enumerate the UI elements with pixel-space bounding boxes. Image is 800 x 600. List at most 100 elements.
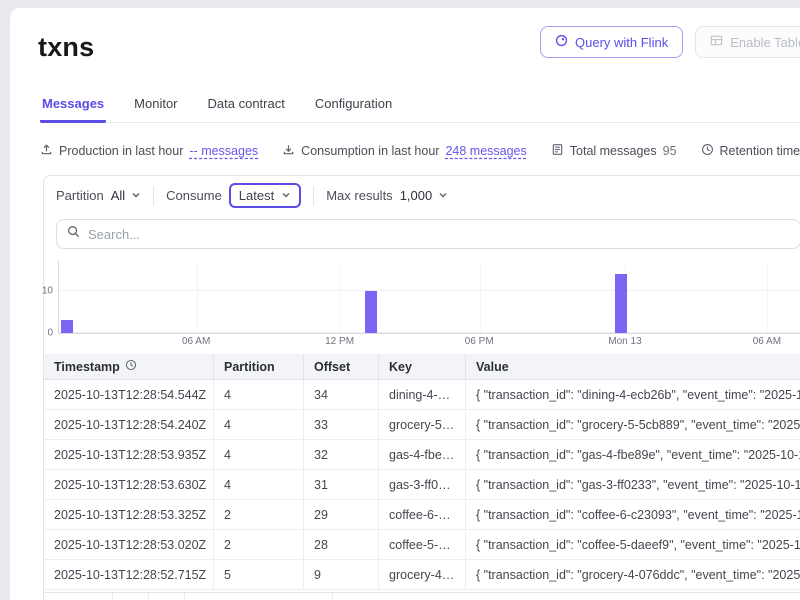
messages-histogram: 0 10 (42, 261, 800, 339)
consume-value: Latest (238, 188, 275, 203)
x-axis-tick-label: 06 PM (464, 336, 494, 347)
x-axis-tick-label: 06 AM (752, 336, 782, 347)
tab-messages[interactable]: Messages (40, 90, 107, 123)
cell-timestamp: 2025-10-13T12:28:52.715Z (44, 560, 214, 589)
table-header-row: Timestamp Partition Offset Key Value (44, 354, 800, 380)
tab-configuration[interactable]: Configuration (314, 96, 393, 111)
consume-arrow-down-icon (282, 143, 295, 159)
page-title: txns (38, 32, 95, 62)
tab-data-contract[interactable]: Data contract (207, 96, 285, 111)
column-header-partition: Partition (214, 354, 304, 379)
cell-value: { "transaction_id": "grocery-5-5cb889", … (476, 417, 800, 432)
partition-dropdown[interactable]: Partition All (56, 188, 141, 203)
stat-total-messages: Total messages 95 (551, 143, 677, 159)
histogram-bar (615, 273, 628, 333)
max-results-dropdown[interactable]: Max results 1,000 (326, 188, 448, 203)
x-axis-tick-label: 12 PM (325, 336, 355, 347)
x-axis-tick-label: 06 AM (181, 336, 211, 347)
cell-partition: 2 (214, 530, 304, 559)
stat-production: Production in last hour -- messages (40, 143, 258, 159)
cell-key: coffee-6-… (379, 500, 466, 529)
x-gridline (196, 261, 198, 333)
stat-retention: Retention time 1 week (701, 143, 800, 159)
next-page-button[interactable] (149, 593, 185, 600)
cell-partition: 4 (214, 410, 304, 439)
cell-offset: 34 (304, 380, 379, 409)
clock-icon (125, 359, 137, 374)
message-row[interactable]: 2025-10-13T12:28:53.020Z 2 28 coffee-5-… { "… (44, 530, 800, 560)
production-messages-link[interactable]: -- messages (189, 144, 259, 158)
column-header-key: Key (379, 354, 466, 379)
max-results-label: Max results (326, 188, 393, 203)
cell-key: coffee-5-… (379, 530, 466, 559)
cell-partition: 4 (214, 470, 304, 499)
consume-dropdown[interactable]: Consume Latest (166, 183, 302, 208)
stat-total-value: 95 (662, 144, 677, 158)
filter-divider (153, 185, 155, 206)
tab-monitor[interactable]: Monitor (134, 96, 178, 111)
histogram-bar (365, 290, 378, 333)
cell-key: grocery-4… (379, 560, 466, 589)
search-icon (67, 225, 80, 243)
message-row[interactable]: 2025-10-13T12:28:54.544Z 4 34 dining-4-… { "… (44, 380, 800, 410)
column-header-timestamp: Timestamp (44, 354, 214, 379)
cell-key: gas-4-fbe… (379, 440, 466, 469)
x-gridline (340, 261, 342, 333)
cell-offset: 29 (304, 500, 379, 529)
cell-timestamp: 2025-10-13T12:28:53.630Z (44, 470, 214, 499)
tab-bar: Messages Monitor Data contract Configura… (40, 90, 800, 123)
message-row[interactable]: 2025-10-13T12:28:53.935Z 4 32 gas-4-fbe… { "… (44, 440, 800, 470)
consumption-messages-link[interactable]: 248 messages (445, 144, 527, 158)
cell-timestamp: 2025-10-13T12:28:53.020Z (44, 530, 214, 559)
consume-select[interactable]: Latest (228, 183, 302, 208)
cell-key: grocery-5… (379, 410, 466, 439)
topic-page-card: txns Query with Flink Enable Tableflow M… (10, 8, 800, 600)
message-row[interactable]: 2025-10-13T12:28:53.630Z 4 31 gas-3-ff0… { "… (44, 470, 800, 500)
y-gridline (59, 289, 800, 291)
stats-row: Production in last hour -- messages Cons… (40, 143, 800, 159)
y-gridline (59, 332, 800, 333)
consume-label: Consume (166, 188, 222, 203)
cell-value: { "transaction_id": "coffee-6-c23093", "… (476, 507, 800, 522)
x-axis-tick-label: Mon 13 (608, 336, 642, 347)
partition-label: Partition (56, 188, 104, 203)
cell-value: { "transaction_id": "grocery-4-076ddc", … (476, 567, 800, 582)
y-axis-tick-label: 10 (41, 285, 53, 297)
partition-value: All (110, 188, 126, 203)
search-box (56, 219, 800, 249)
top-actions: Query with Flink Enable Tableflow (540, 26, 800, 58)
cell-timestamp: 2025-10-13T12:28:54.544Z (44, 380, 214, 409)
enable-tableflow-button[interactable]: Enable Tableflow (695, 26, 800, 58)
cell-value: { "transaction_id": "coffee-5-daeef9", "… (476, 537, 800, 552)
flink-icon (555, 34, 568, 50)
search-input[interactable] (88, 226, 790, 242)
cell-value: { "transaction_id": "gas-4-fbe89e", "eve… (476, 447, 800, 462)
cell-key: gas-3-ff0… (379, 470, 466, 499)
cell-offset: 9 (304, 560, 379, 589)
stat-production-label: Production in last hour (59, 144, 184, 158)
x-gridline (766, 261, 768, 333)
tableflow-icon (710, 34, 723, 50)
message-row[interactable]: 2025-10-13T12:28:54.240Z 4 33 grocery-5… { "… (44, 410, 800, 440)
query-with-flink-button[interactable]: Query with Flink (540, 26, 684, 58)
filter-divider (313, 185, 315, 206)
document-icon (551, 143, 564, 159)
items-per-page-dropdown[interactable]: Items per page 50 (185, 593, 333, 600)
column-header-offset: Offset (304, 354, 379, 379)
cell-key: dining-4-… (379, 380, 466, 409)
cell-partition: 5 (214, 560, 304, 589)
pagination-bar: Page 1 Items per page 50 45 messages sho… (44, 592, 800, 600)
message-row[interactable]: 2025-10-13T12:28:53.325Z 2 29 coffee-6-… { "… (44, 500, 800, 530)
chevron-down-icon (438, 188, 448, 203)
filter-bar: Partition All Consume Latest (56, 183, 448, 208)
x-gridline (479, 261, 481, 333)
cell-partition: 4 (214, 440, 304, 469)
messages-table: Timestamp Partition Offset Key Value 202… (44, 354, 800, 590)
stat-consumption-label: Consumption in last hour (301, 144, 440, 158)
previous-page-button[interactable] (113, 593, 149, 600)
max-results-value: 1,000 (399, 188, 433, 203)
message-row[interactable]: 2025-10-13T12:28:52.715Z 5 9 grocery-4… { "t… (44, 560, 800, 590)
histogram-bar (61, 320, 74, 333)
cell-offset: 32 (304, 440, 379, 469)
stat-consumption: Consumption in last hour 248 messages (282, 143, 527, 159)
